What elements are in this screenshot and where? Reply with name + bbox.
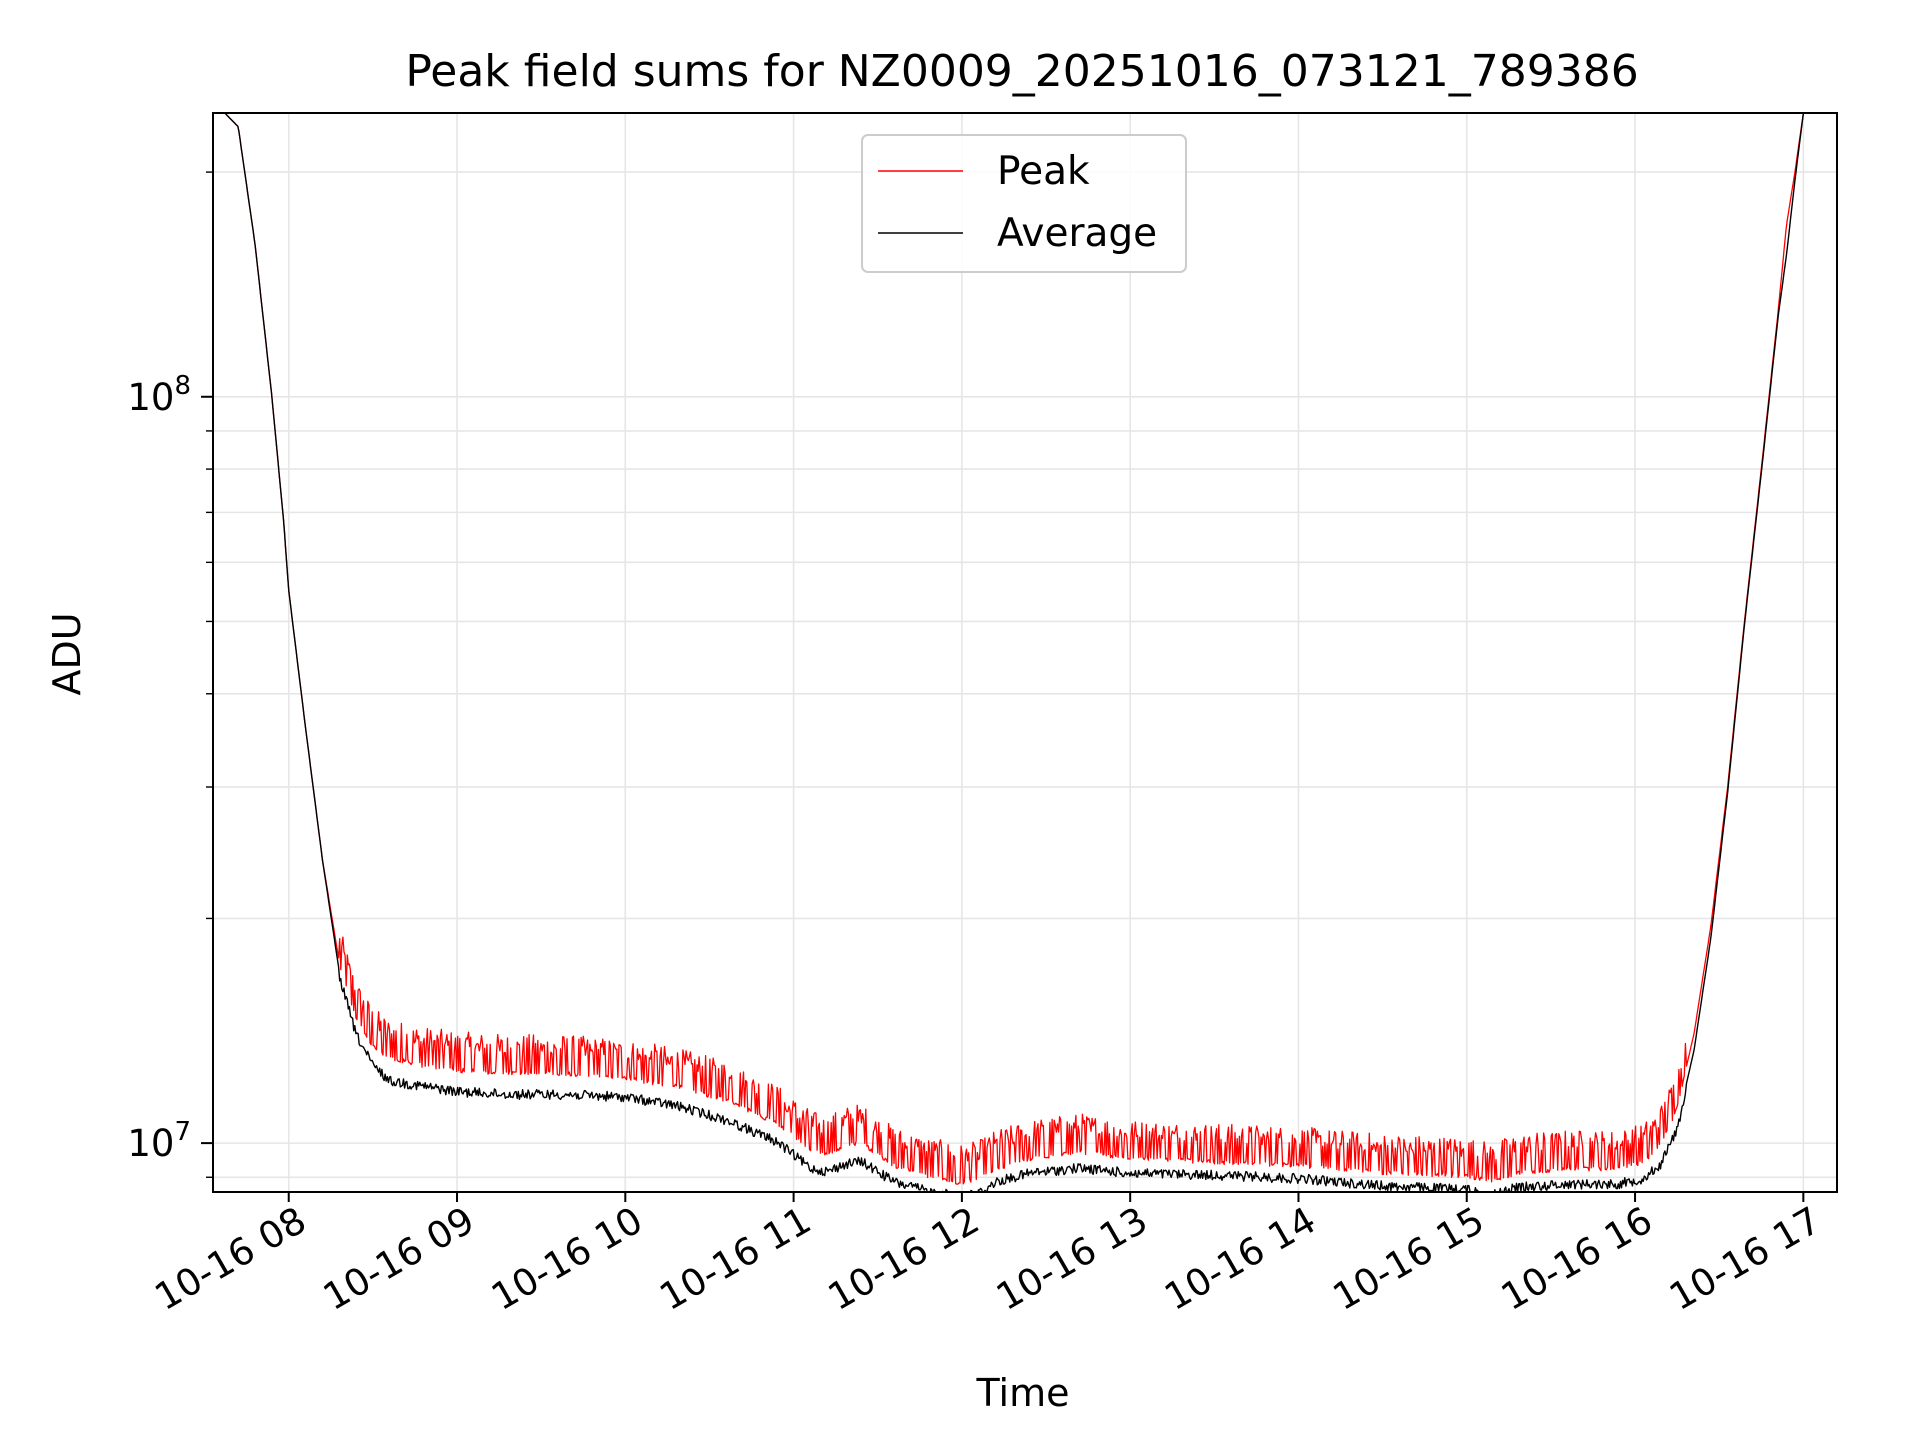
plot-frame: [212, 112, 1838, 1193]
legend-label-average: Average: [997, 211, 1157, 256]
series-layer: [213, 113, 1837, 1192]
legend-label-peak: Peak: [997, 149, 1090, 194]
y-tick-label-0: 107: [127, 1117, 191, 1165]
x-axis-label: Time: [976, 1371, 1070, 1415]
legend: Peak Average: [861, 134, 1187, 273]
y-tick-label-1: 108: [127, 371, 191, 419]
y-axis-label: ADU: [45, 612, 89, 695]
legend-box: [861, 134, 1187, 273]
chart-title: Peak field sums for NZ0009_20251016_0731…: [405, 46, 1638, 97]
series-line-peak: [213, 113, 1837, 1185]
series-line-average: [213, 113, 1837, 1192]
